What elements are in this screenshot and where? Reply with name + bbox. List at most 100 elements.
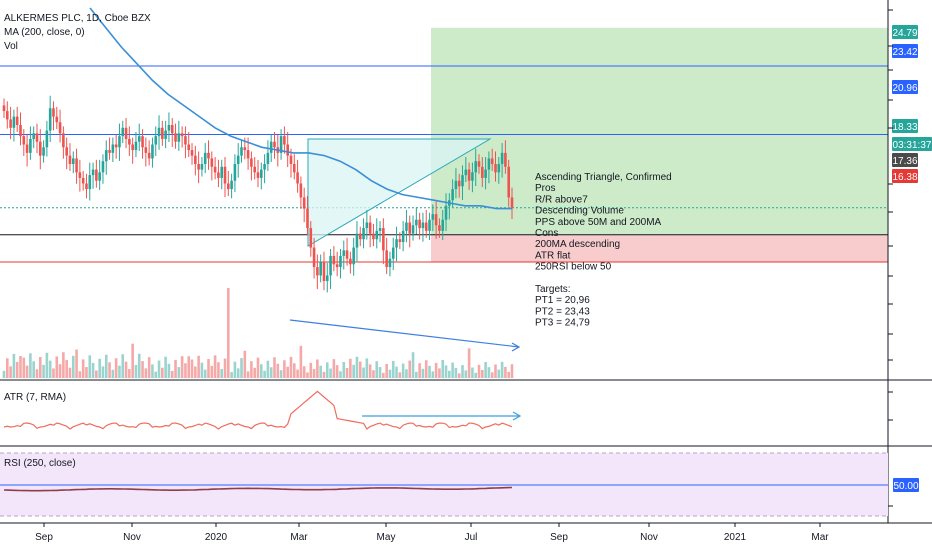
volume-bar (207, 359, 210, 378)
volume-bar (368, 364, 372, 378)
candle (250, 151, 253, 181)
candle (233, 154, 237, 193)
candle (500, 143, 504, 178)
volume-bar (349, 358, 352, 378)
volume-bar (118, 365, 121, 378)
candle (273, 131, 276, 159)
volume-bar (497, 369, 501, 378)
volume-bar (309, 362, 313, 378)
candle (194, 145, 197, 176)
candle (266, 140, 270, 171)
volume-bar (174, 360, 177, 378)
time-axis-label: Sep (550, 532, 568, 543)
volume-bar (289, 356, 293, 378)
volume-bar (177, 367, 181, 378)
volume-bar (108, 362, 111, 378)
candle (259, 162, 263, 190)
volume-bar (279, 370, 283, 378)
zones-layer (431, 27, 888, 263)
volume-bar (161, 367, 164, 378)
candle (322, 251, 326, 291)
volume-bar (388, 369, 392, 378)
volume-bars (2, 288, 514, 378)
candle (108, 137, 111, 160)
volume-bar (467, 348, 471, 378)
candle (65, 137, 68, 170)
volume-bar (170, 370, 174, 378)
time-axis-label: Mar (290, 532, 308, 543)
volume-bar (352, 364, 355, 378)
annotation-line: PT2 = 23,43 (535, 306, 590, 317)
candle (355, 221, 359, 262)
volume-bar (134, 365, 138, 378)
candle (32, 126, 35, 149)
volume-bar (121, 354, 125, 378)
volume-bar (210, 365, 214, 378)
volume-bar (98, 358, 101, 378)
annotation-line: Ascending Triangle, Confirmed (535, 172, 672, 183)
candle (316, 254, 319, 290)
atr-legend: ATR (7, RMA) (4, 392, 66, 403)
price-badges: 24.79 23.42 20.96 18.33 03:31:37 17.36 16.38 (892, 25, 932, 183)
volume-bar (490, 372, 494, 378)
volume-bar (141, 361, 144, 378)
candle (98, 159, 101, 190)
candle (137, 123, 141, 151)
volume-bar (240, 358, 243, 378)
candle (203, 143, 207, 174)
candle (424, 209, 428, 238)
candle (38, 129, 42, 170)
candle (372, 223, 375, 247)
candle (335, 251, 339, 277)
candle (302, 187, 306, 223)
volume-bar (382, 372, 385, 378)
volume-bar (25, 365, 29, 378)
candle (325, 262, 329, 293)
volume-bar (147, 357, 151, 378)
rsi-badge: 50.00 (893, 478, 919, 492)
volume-bar (22, 357, 26, 378)
volume-bar (45, 352, 49, 378)
candle (296, 159, 299, 193)
candle (75, 148, 78, 184)
candle (382, 218, 385, 265)
atr-trend-arrowhead (512, 411, 522, 421)
candle (25, 134, 29, 167)
price-badge: 03:31:37 (892, 137, 932, 151)
volume-bar (481, 369, 484, 378)
volume-bar (223, 358, 227, 378)
candle (101, 154, 105, 184)
volume-bar (104, 354, 108, 378)
candle (481, 157, 484, 188)
candle (177, 120, 181, 151)
candle (375, 218, 379, 249)
volume-bar (418, 363, 421, 378)
candle (421, 212, 425, 242)
time-axis-label: Mar (811, 532, 829, 543)
candle (464, 157, 468, 183)
candle (256, 159, 260, 188)
candle (490, 148, 494, 171)
volume-bar (391, 360, 395, 378)
volume-bar (362, 367, 365, 378)
volume-bar (48, 360, 52, 378)
candle (345, 237, 349, 266)
price-badge: 18.33 (892, 119, 918, 133)
target-zone (431, 27, 888, 235)
volume-bar (32, 361, 35, 378)
candle (141, 129, 144, 159)
volume-bar (428, 365, 431, 378)
volume-bar (487, 367, 491, 378)
candle (207, 140, 210, 170)
candle (22, 129, 26, 156)
volume-bar (504, 366, 507, 378)
candle (415, 207, 418, 235)
volume-bar (29, 353, 32, 378)
volume-bar (101, 366, 105, 378)
volume-bar (253, 367, 257, 378)
volume-bar (157, 360, 161, 378)
volume-bar (124, 361, 128, 378)
annotation-line: Pros (535, 183, 556, 194)
volume-bar (220, 368, 224, 378)
